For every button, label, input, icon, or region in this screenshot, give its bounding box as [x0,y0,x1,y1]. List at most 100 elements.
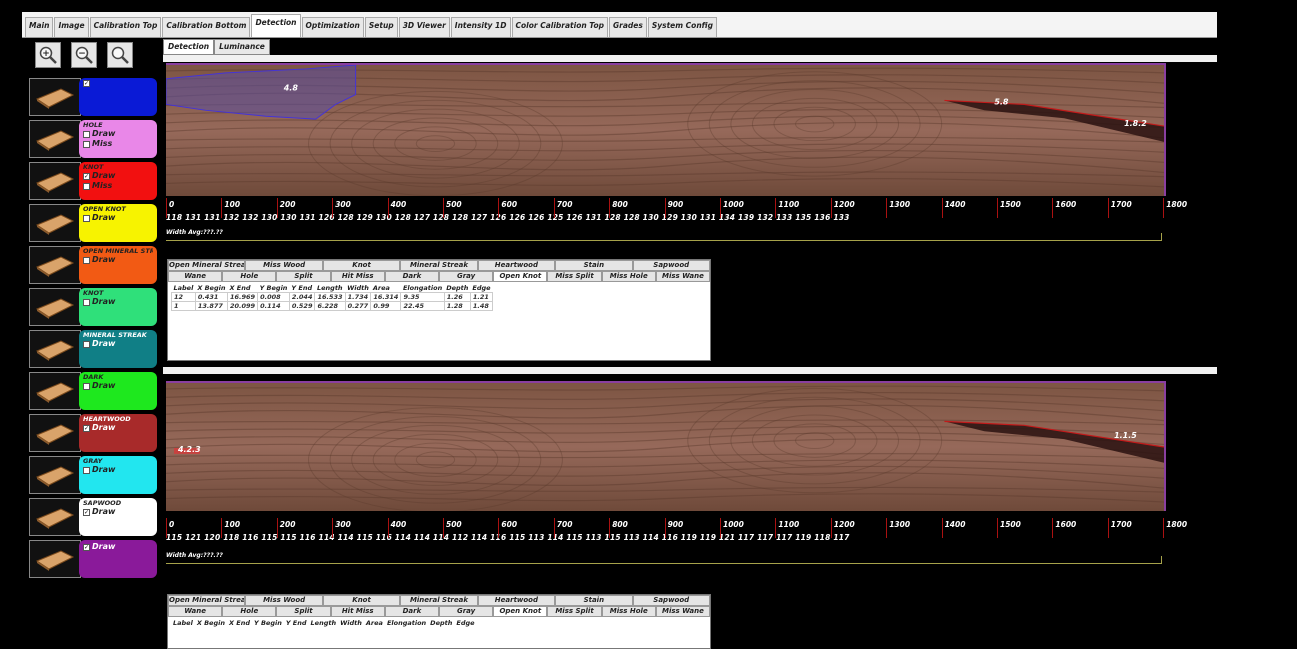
defect-tab[interactable]: Heartwood [477,260,556,271]
defect-tab[interactable]: Hole [222,271,277,282]
defect-tab[interactable]: Mineral Streak [400,260,478,271]
column-header[interactable]: Elongation [386,619,427,627]
subtab-detection[interactable]: Detection [163,39,215,55]
column-header[interactable]: X End [228,619,250,627]
defect-tab[interactable]: Miss Hole [601,271,656,282]
bottom-board-image[interactable]: 4.2.3 1.1.5 [166,381,1166,511]
menu-tab-calibration-bottom[interactable]: Calibration Bottom [162,17,251,37]
draw-checkbox[interactable]: Draw [83,465,153,475]
checkbox-box[interactable]: ✓ [83,508,90,516]
checkbox-box[interactable] [83,298,90,306]
column-header[interactable]: Depth [430,619,453,627]
column-header[interactable]: Width [347,284,369,292]
defect-tab[interactable]: Sapwood [632,595,710,606]
defect-tab[interactable]: Miss Wane [655,606,711,617]
defect-thumbnail[interactable] [29,498,81,536]
menu-tab-setup[interactable]: Setup [364,17,398,37]
defect-tab[interactable]: Stain [555,260,633,271]
column-header[interactable]: Area [365,619,383,627]
draw-checkbox[interactable]: ✓ Draw [83,171,153,181]
draw-checkbox[interactable]: Draw [83,213,153,223]
defect-tab[interactable]: Open Mineral Streak [168,595,246,606]
defect-tab[interactable]: Mineral Streak [400,595,478,606]
checkbox-box[interactable] [83,340,90,348]
menu-tab-intensity-1d[interactable]: Intensity 1D [450,17,511,37]
defect-tab[interactable]: Hit Miss [330,606,385,617]
top-board-image[interactable]: 4.8 5.8 1.8.2 [166,63,1166,196]
defect-tab[interactable]: Knot [322,595,401,606]
defect-thumbnail[interactable] [29,288,81,326]
draw-checkbox[interactable]: Draw [83,381,153,391]
defect-tab[interactable]: Stain [555,595,633,606]
checkbox-box[interactable] [83,140,90,148]
menu-tab-detection[interactable]: Detection [251,14,301,37]
defect-tab[interactable]: Open Knot [493,606,548,617]
defect-thumbnail[interactable] [29,330,81,368]
menu-tab-3d-viewer[interactable]: 3D Viewer [398,17,450,37]
column-header[interactable]: Area [372,284,390,292]
column-header[interactable]: Width [340,619,362,627]
menu-tab-main[interactable]: Main [25,17,54,37]
column-header[interactable]: Y End [291,284,313,292]
checkbox-box[interactable]: ✓ [83,80,90,87]
defect-thumbnail[interactable] [29,456,81,494]
defect-tab[interactable]: Miss Wood [245,260,323,271]
checkbox-box[interactable] [83,214,90,222]
menu-tab-calibration-top[interactable]: Calibration Top [89,17,162,37]
defect-tab[interactable]: Heartwood [477,595,556,606]
menu-tab-optimization[interactable]: Optimization [301,17,364,37]
checkbox-box[interactable] [83,182,90,190]
checkbox-box[interactable]: ✓ [83,172,90,180]
checkbox-box[interactable] [83,130,90,138]
defect-tab[interactable]: Miss Split [547,606,602,617]
draw-checkbox[interactable]: Draw [83,339,153,349]
defect-tab[interactable]: Hit Miss [330,271,385,282]
defect-tab[interactable]: Hole [222,606,277,617]
defect-tab[interactable]: Wane [168,271,223,282]
defect-thumbnail[interactable] [29,120,81,158]
menu-tab-grades[interactable]: Grades [608,17,647,37]
defect-thumbnail[interactable] [29,414,81,452]
defect-tab[interactable]: Gray [439,271,494,282]
defect-tab[interactable]: Miss Hole [601,606,656,617]
defect-tab[interactable]: Dark [384,271,440,282]
column-header[interactable]: Depth [446,284,469,292]
table-row[interactable]: 12 0.431 16.969 0.008 2.044 16.533 1.734 16.314… [171,292,494,302]
checkbox-box[interactable]: ✓ [83,543,90,551]
defect-thumbnail[interactable] [29,204,81,242]
miss-checkbox[interactable]: Miss [83,139,153,149]
column-header[interactable]: Elongation [402,284,443,292]
defect-tab[interactable]: Miss Wood [245,595,323,606]
menu-tab-image[interactable]: Image [54,17,89,37]
defect-thumbnail[interactable] [29,540,81,578]
miss-checkbox[interactable]: Miss [83,181,153,191]
defect-thumbnail[interactable] [29,78,81,116]
column-header[interactable]: Y Begin [253,619,282,627]
draw-checkbox[interactable]: ✓ Draw [83,423,153,433]
column-header[interactable]: Label [173,619,193,627]
table-row[interactable]: 1 13.877 20.099 0.114 0.529 6.228 0.277 0.99 22.… [171,301,494,311]
defect-tab[interactable]: Open Knot [493,271,548,282]
column-header[interactable]: Label [173,284,194,292]
column-header[interactable]: X Begin [196,619,225,627]
subtab-luminance[interactable]: Luminance [214,39,270,55]
zoom-in-button[interactable]: + [35,42,61,68]
column-header[interactable]: Y Begin [259,284,288,292]
defect-tab[interactable]: Sapwood [632,260,710,271]
menu-tab-color-calibration-top[interactable]: Color Calibration Top [511,17,608,37]
defect-tab[interactable]: Gray [439,606,494,617]
draw-checkbox[interactable]: Draw [83,255,153,265]
checkbox-box[interactable]: ✓ [83,424,90,432]
defect-tab[interactable]: Open Mineral Streak [168,260,246,271]
draw-checkbox[interactable]: Draw [83,129,153,139]
defect-tab[interactable]: Split [276,271,331,282]
column-header[interactable]: Length [310,619,337,627]
defect-tab[interactable]: Wane [168,606,223,617]
draw-checkbox[interactable]: ✓ Draw [83,542,153,552]
draw-checkbox[interactable]: ✓ Draw [83,507,153,517]
column-header[interactable]: Edge [472,284,491,292]
zoom-fit-button[interactable] [107,42,133,68]
column-header[interactable]: Y End [285,619,307,627]
column-header[interactable]: Length [316,284,343,292]
menu-tab-system-config[interactable]: System Config [647,17,717,37]
